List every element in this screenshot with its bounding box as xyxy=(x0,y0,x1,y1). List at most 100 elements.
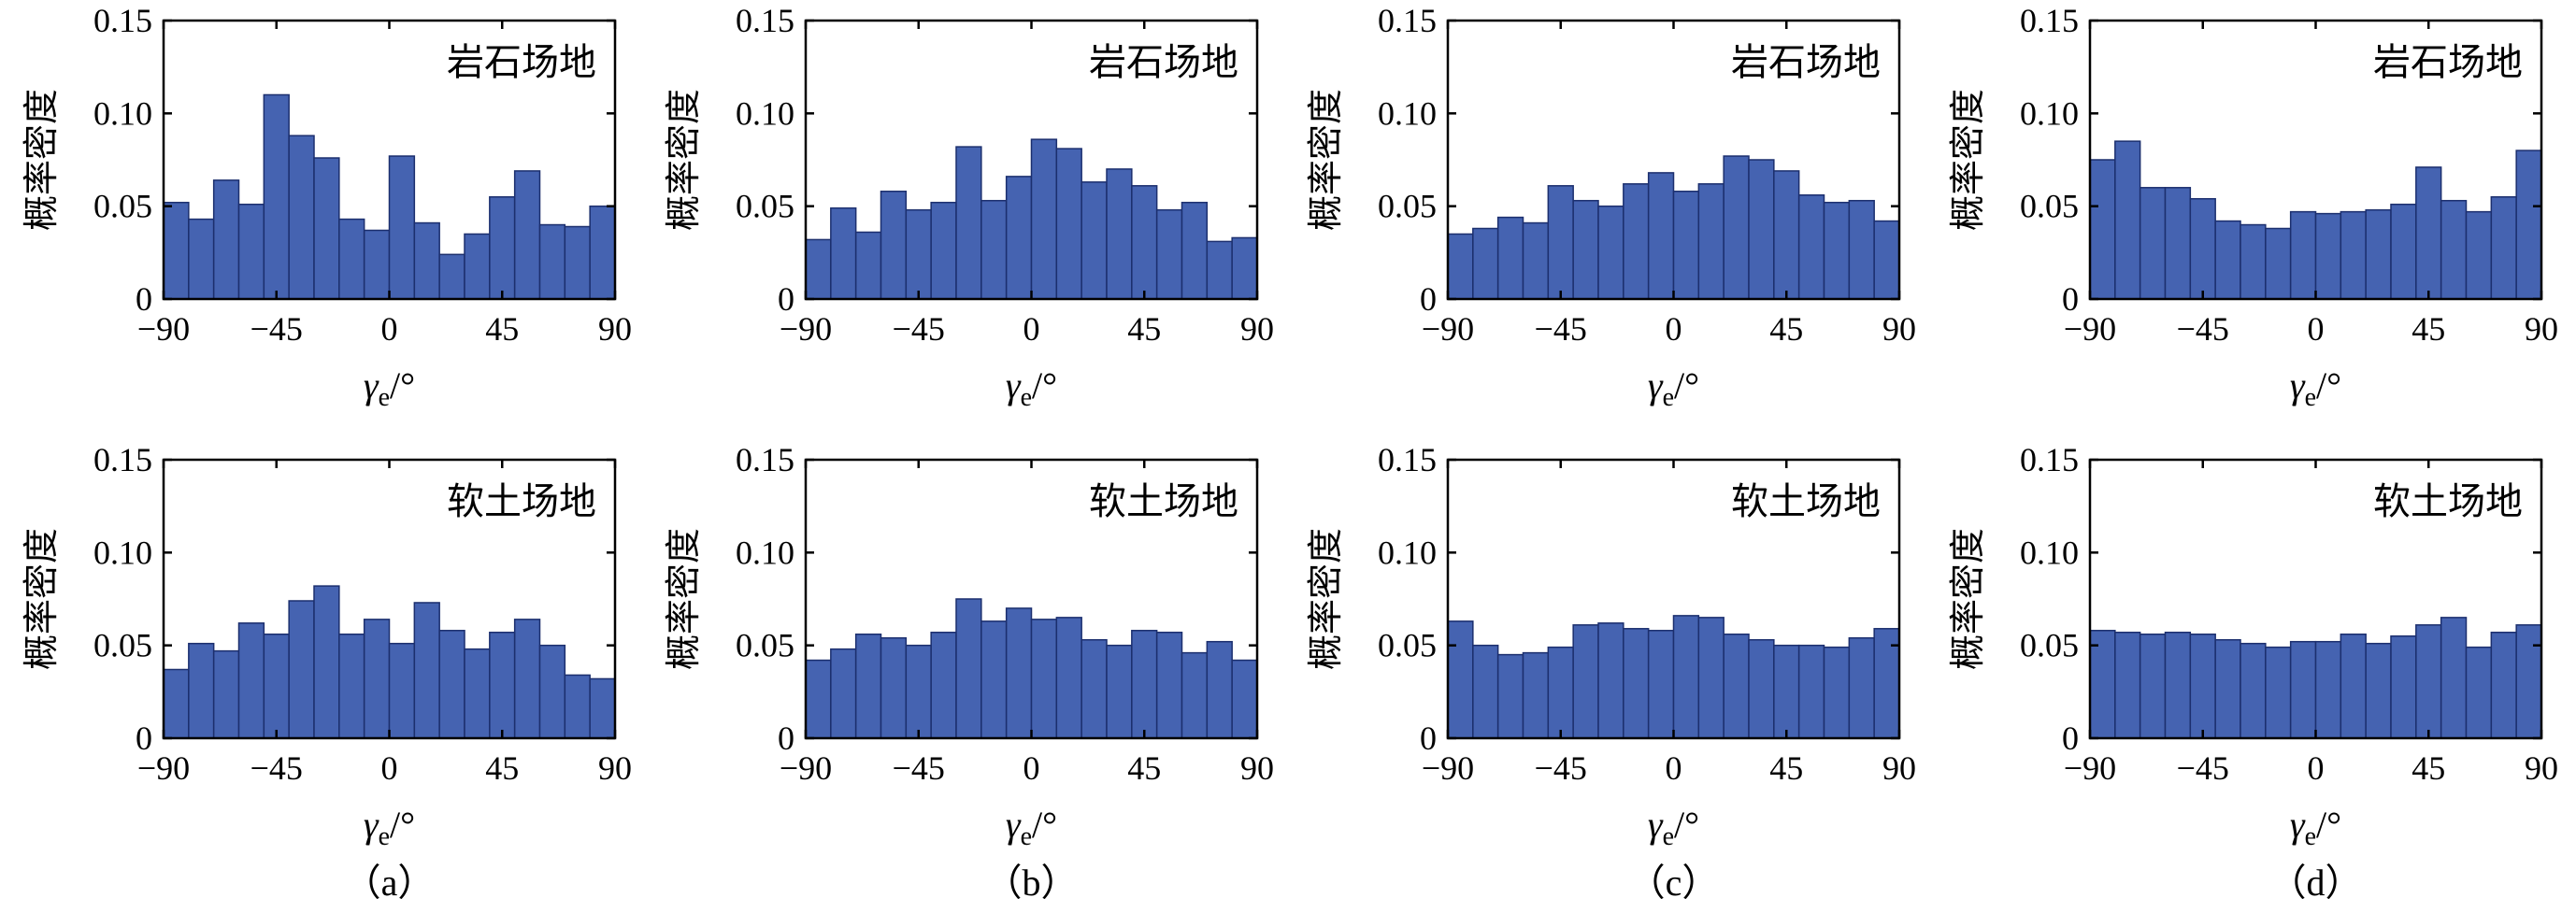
histogram-bar xyxy=(388,642,416,739)
histogram-bar xyxy=(1080,638,1108,739)
histogram-bar xyxy=(1623,628,1650,739)
site-label: 岩石场地 xyxy=(2373,41,2523,83)
histogram-bar xyxy=(1723,155,1750,300)
y-tick-label: 0.05 xyxy=(93,188,152,225)
histogram-bar xyxy=(955,146,982,300)
histogram-bar xyxy=(188,642,215,739)
x-tick-label: 45 xyxy=(2411,749,2445,787)
x-tick-label: 45 xyxy=(485,310,519,348)
histogram-bar xyxy=(564,225,591,300)
histogram-bar xyxy=(438,630,465,739)
y-tick-label: 0.05 xyxy=(1378,627,1437,664)
histogram-bar xyxy=(2340,633,2367,739)
x-tick-label: 45 xyxy=(1127,749,1161,787)
histogram-bar xyxy=(1697,617,1724,739)
histogram-bar xyxy=(464,233,491,300)
y-tick-label: 0.15 xyxy=(93,2,152,39)
histogram-bar xyxy=(212,179,240,300)
x-tick-label: −90 xyxy=(780,749,832,787)
histogram-bar xyxy=(1522,221,1550,300)
histogram-bar xyxy=(388,155,416,300)
x-tick-label: 90 xyxy=(598,310,632,348)
histogram-bar xyxy=(2390,203,2417,300)
histogram-bar xyxy=(2314,212,2342,300)
histogram-bar xyxy=(237,203,265,300)
histogram-bar xyxy=(2189,197,2216,300)
histogram-bar xyxy=(2515,624,2542,739)
y-tick-label: 0.15 xyxy=(736,441,794,478)
histogram-bar xyxy=(338,218,365,300)
histogram-bar xyxy=(980,199,1008,300)
histogram-bar xyxy=(263,633,290,739)
histogram-bar xyxy=(464,648,491,739)
histogram-bar xyxy=(1848,199,1875,300)
histogram-bar xyxy=(1748,159,1775,300)
histogram-bar xyxy=(1206,240,1233,300)
histogram-bar xyxy=(413,602,440,739)
x-tick-label: 45 xyxy=(2411,310,2445,348)
histogram-bar xyxy=(2415,166,2442,300)
x-tick-label: −90 xyxy=(780,310,832,348)
y-tick-label: 0.10 xyxy=(736,94,794,132)
x-tick-label: −45 xyxy=(1535,310,1587,348)
y-axis-label: 概率密度 xyxy=(665,89,704,231)
histogram-bar xyxy=(2114,140,2141,300)
y-tick-label: 0.15 xyxy=(1378,441,1437,478)
histogram-bar xyxy=(489,195,516,300)
x-axis-label: γe/° xyxy=(2290,804,2341,851)
histogram-bar xyxy=(513,170,541,300)
y-tick-label: 0.05 xyxy=(2020,627,2079,664)
histogram-bar xyxy=(2465,210,2493,300)
x-tick-label: −90 xyxy=(137,749,190,787)
x-tick-label: −45 xyxy=(2177,310,2229,348)
histogram-bar xyxy=(1106,168,1133,300)
y-tick-label: 0.10 xyxy=(93,534,152,571)
histogram-bar xyxy=(2089,159,2116,300)
histogram-bar xyxy=(830,648,857,739)
y-tick-label: 0.15 xyxy=(1378,2,1437,39)
site-label: 软土场地 xyxy=(1089,480,1238,522)
histogram-bar xyxy=(1672,191,1700,300)
y-tick-label: 0.10 xyxy=(93,94,152,132)
caption-d: （d） xyxy=(2269,862,2363,904)
histogram-bar xyxy=(1181,201,1209,300)
histogram-bar xyxy=(1597,205,1624,300)
y-axis-label: 概率密度 xyxy=(22,528,62,670)
histogram-bar xyxy=(489,632,516,739)
histogram-bar xyxy=(1005,607,1033,739)
site-label: 软土场地 xyxy=(2373,480,2523,522)
x-tick-label: 45 xyxy=(1769,749,1803,787)
y-tick-label: 0.10 xyxy=(2020,534,2079,571)
histogram-bar xyxy=(2240,223,2267,300)
histogram-bar xyxy=(1797,644,1825,739)
histogram-bar xyxy=(2440,199,2468,300)
caption-b: （b） xyxy=(985,862,1079,904)
histogram-bar xyxy=(2164,187,2192,300)
histogram-bar xyxy=(1496,653,1524,739)
histogram-bar xyxy=(188,218,215,300)
histogram-bar xyxy=(1873,220,1900,300)
y-tick-label: 0 xyxy=(778,280,794,318)
histogram-bar xyxy=(1848,636,1875,739)
histogram-bar xyxy=(313,157,340,300)
histogram-bar xyxy=(1647,172,1675,300)
x-tick-label: −90 xyxy=(137,310,190,348)
histogram-bar xyxy=(1823,646,1851,739)
histogram-bar xyxy=(2365,208,2392,300)
y-tick-label: 0.10 xyxy=(1378,94,1437,132)
histogram-bar xyxy=(2164,632,2192,739)
x-tick-label: 45 xyxy=(1769,310,1803,348)
histogram-bar xyxy=(1155,632,1183,739)
histogram-bar xyxy=(288,135,315,300)
x-tick-label: −45 xyxy=(250,749,303,787)
y-axis-label: 概率密度 xyxy=(22,89,62,231)
histogram-bar xyxy=(930,201,957,300)
y-tick-label: 0 xyxy=(2062,280,2079,318)
histogram-bar xyxy=(2289,210,2317,300)
histogram-bar xyxy=(854,231,882,300)
site-label: 软土场地 xyxy=(447,480,596,522)
histogram-bar xyxy=(1572,199,1599,300)
histogram-bar xyxy=(163,668,190,739)
histogram-bar xyxy=(363,229,391,300)
